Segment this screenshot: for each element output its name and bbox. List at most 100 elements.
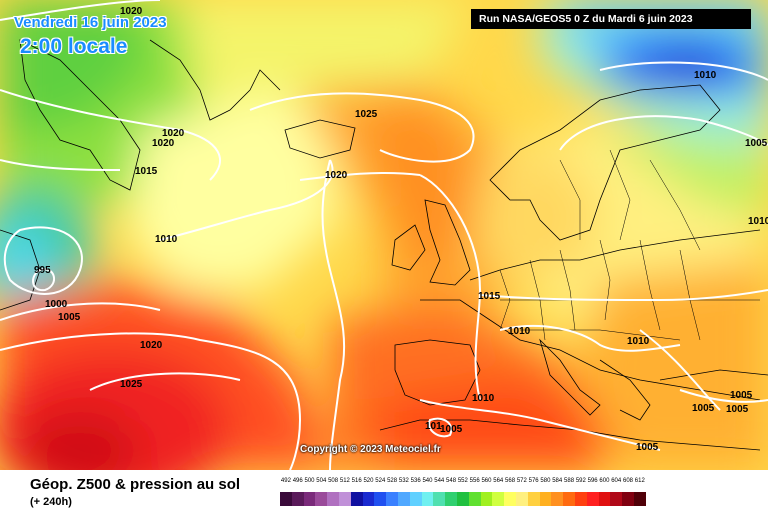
legend-swatch [280, 492, 292, 506]
legend-swatch [421, 492, 434, 506]
legend-value: 588 [564, 478, 575, 484]
legend-value: 584 [552, 478, 563, 484]
legend-value: 544 [434, 478, 445, 484]
legend-value: 500 [304, 478, 315, 484]
isobar-label: 1020 [140, 340, 163, 351]
legend-value: 548 [446, 478, 457, 484]
isobar-label: 1005 [636, 442, 659, 453]
legend-value: 600 [599, 478, 610, 484]
legend-swatch [610, 492, 623, 506]
legend-value: 504 [316, 478, 327, 484]
legend-value: 536 [410, 478, 421, 484]
pressure-labels: 1020 1020 1020 1015 1010 995 1000 1005 1… [34, 6, 768, 453]
legend-swatch [633, 492, 646, 506]
legend-swatch [409, 492, 422, 506]
legend-value: 572 [516, 478, 527, 484]
isobar-label: 1015 [135, 166, 158, 177]
legend-swatch [303, 492, 316, 506]
legend-swatch [445, 492, 457, 506]
legend-swatch [504, 492, 516, 506]
legend-swatch [468, 492, 481, 506]
legend-value: 524 [375, 478, 386, 484]
legend-swatch [551, 492, 564, 506]
forecast-lead-time: (+ 240h) [30, 496, 72, 508]
legend-value: 496 [292, 478, 303, 484]
isobar-label: 1010 [472, 393, 495, 404]
legend-swatch [327, 492, 339, 506]
legend-value-labels: 492 496 500 504 508 512 516 520 524 528 532 536 540 5… [280, 478, 752, 490]
color-legend: 492 496 500 504 508 512 516 520 524 528 532 536 540 5… [280, 478, 752, 508]
isobar-label: 1020 [120, 6, 143, 17]
legend-value: 508 [328, 478, 339, 484]
isobar-label: 1010 [508, 326, 531, 337]
isobars [0, 0, 768, 470]
legend-swatch [315, 492, 328, 506]
isobar-label: 1020 [162, 128, 185, 139]
isobar-label: 1025 [120, 379, 143, 390]
legend-value: 560 [481, 478, 492, 484]
legend-swatch [492, 492, 505, 506]
legend-swatch [456, 492, 469, 506]
isobar-label: 1005 [726, 404, 749, 415]
isobar-label: 1010 [694, 70, 717, 81]
legend-swatch [515, 492, 528, 506]
legend-value: 528 [387, 478, 398, 484]
legend-swatch [622, 492, 634, 506]
isobar-label: 1005 [692, 403, 715, 414]
isobar-label: 1000 [45, 299, 68, 310]
isobar-label: 1025 [355, 109, 378, 120]
z500-color-field [0, 0, 768, 470]
isobar-label: 1005 [58, 312, 81, 323]
legend-swatch [374, 492, 387, 506]
isobar-label: 995 [34, 265, 51, 276]
legend-swatch [338, 492, 351, 506]
isobar-label: 1005 [730, 390, 753, 401]
isobar-label: 1005 [440, 424, 463, 435]
legend-value: 608 [623, 478, 634, 484]
legend-swatch [433, 492, 446, 506]
legend-swatch [527, 492, 540, 506]
forecast-date: Vendredi 16 juin 2023 [14, 14, 167, 31]
weather-map: 1020 1020 1020 1015 1010 995 1000 1005 1… [0, 0, 768, 470]
isobar-label: 1020 [325, 170, 348, 181]
isobar-label: 1015 [478, 291, 501, 302]
copyright-text: Copyright © 2023 Meteociel.fr [300, 444, 441, 455]
map-footer: Géop. Z500 & pression au sol (+ 240h) 49… [0, 470, 768, 512]
legend-value: 552 [457, 478, 468, 484]
legend-swatch [480, 492, 493, 506]
map-title: Géop. Z500 & pression au sol [30, 476, 241, 493]
country-borders [499, 149, 760, 341]
legend-value: 540 [422, 478, 433, 484]
legend-value: 520 [363, 478, 374, 484]
legend-swatches [280, 492, 752, 506]
isobar-label: 101 [425, 421, 442, 432]
model-run-label: Run NASA/GEOS5 0 Z du Mardi 6 juin 2023 [471, 9, 751, 29]
legend-swatch [386, 492, 398, 506]
legend-value: 568 [505, 478, 516, 484]
legend-value: 596 [587, 478, 598, 484]
legend-value: 492 [280, 478, 291, 484]
isobar-label: 1010 [627, 336, 650, 347]
legend-value: 512 [339, 478, 350, 484]
legend-value: 516 [351, 478, 362, 484]
legend-swatch [291, 492, 304, 506]
legend-swatch [574, 492, 587, 506]
coastlines [0, 39, 768, 451]
isobar-label: 1020 [152, 138, 175, 149]
legend-swatch [350, 492, 363, 506]
legend-value: 576 [528, 478, 539, 484]
legend-swatch [539, 492, 552, 506]
legend-value: 612 [634, 478, 645, 484]
isobar-label: 1010 [748, 216, 768, 227]
forecast-time: 2:00 locale [20, 35, 128, 58]
legend-value: 556 [469, 478, 480, 484]
isobar-label: 1010 [155, 234, 178, 245]
legend-swatch [362, 492, 375, 506]
legend-value: 580 [540, 478, 551, 484]
legend-swatch [563, 492, 575, 506]
legend-value: 604 [611, 478, 622, 484]
isobar-label: 1005 [745, 138, 768, 149]
legend-value: 592 [575, 478, 586, 484]
legend-value: 532 [398, 478, 409, 484]
